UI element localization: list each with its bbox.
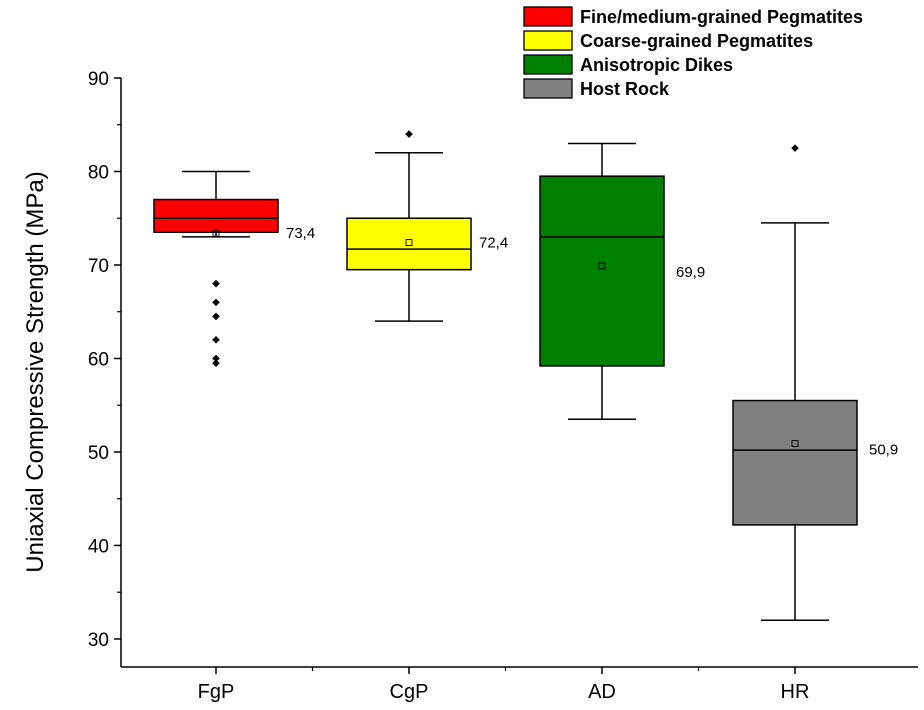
- box-iqr: [539, 175, 665, 367]
- outlier-point: [212, 335, 220, 344]
- x-tick-label: HR: [781, 681, 810, 703]
- mean-label: 73,4: [286, 225, 315, 242]
- y-tick-label: 80: [88, 162, 109, 183]
- y-axis-title: Uniaxial Compressive Strength (MPa): [22, 171, 49, 572]
- outlier-point: [212, 312, 220, 321]
- box-fgp: 73,4: [153, 170, 315, 367]
- mean-label: 50,9: [869, 442, 898, 459]
- x-tick-label: AD: [588, 681, 616, 703]
- y-tick-label: 40: [88, 536, 109, 557]
- y-tick-label: 90: [88, 69, 109, 90]
- x-tick-label: CgP: [390, 681, 429, 703]
- legend-label: Coarse-grained Pegmatites: [580, 31, 813, 51]
- legend-swatch: [523, 6, 573, 27]
- box-hr: 50,9: [732, 144, 898, 622]
- outlier-point: [212, 359, 220, 367]
- box-iqr: [153, 198, 279, 234]
- legend-swatch: [523, 78, 573, 99]
- mean-marker: [791, 440, 799, 448]
- legend-label: Fine/medium-grained Pegmatites: [580, 7, 863, 27]
- outlier-point: [791, 144, 799, 152]
- y-tick-label: 60: [88, 349, 109, 370]
- mean-marker: [212, 229, 220, 237]
- mean-label: 72,4: [479, 235, 508, 252]
- outlier-point: [212, 354, 220, 363]
- legend-label: Anisotropic Dikes: [580, 55, 733, 75]
- box-cgp: 72,4: [346, 130, 508, 322]
- legend-swatch: [523, 30, 573, 51]
- outlier-point: [212, 279, 220, 288]
- box-iqr: [732, 399, 858, 526]
- axes: 30 40 50 60 70 80 90 FgP CgP AD HR: [88, 69, 918, 703]
- y-tick-label: 70: [88, 256, 109, 277]
- legend-label: Host Rock: [580, 79, 670, 99]
- y-tick-label: 50: [88, 443, 109, 464]
- box-ad: 69,9: [539, 142, 705, 420]
- y-tick-label: 30: [88, 630, 109, 651]
- box-iqr: [346, 217, 472, 271]
- x-tick-label: FgP: [198, 681, 235, 703]
- boxes: 73,4 72,4 69,9 50,9: [153, 130, 898, 622]
- mean-marker: [598, 262, 606, 270]
- outlier-point: [405, 130, 413, 138]
- mean-marker: [405, 239, 413, 246]
- outlier-point: [212, 298, 220, 307]
- legend-swatch: [523, 54, 573, 75]
- legend: Fine/medium-grained Pegmatites Coarse-gra…: [523, 6, 863, 99]
- mean-label: 69,9: [676, 264, 705, 281]
